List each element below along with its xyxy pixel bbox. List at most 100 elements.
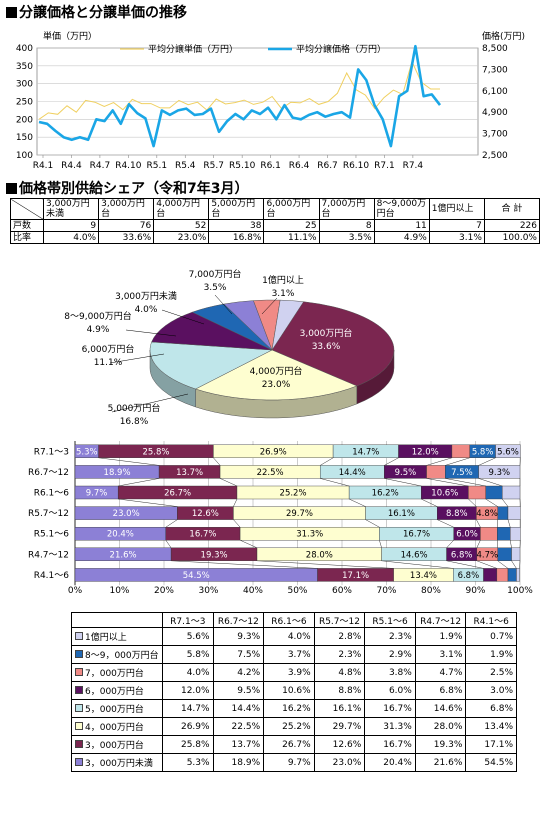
section-title-trend: 分譲価格と分譲単価の推移: [6, 2, 187, 22]
table-cell: 6.8%: [414, 681, 467, 700]
table-row: 3，000万円未満 5.3% 18.9% 9.7% 23.0% 20.4% 21.6% 54.…: [71, 753, 517, 772]
table-cell: 26.9%: [162, 717, 214, 736]
x-tick-label: R5.7: [203, 161, 224, 171]
bar-segment: [507, 506, 521, 520]
bar-segment: [507, 568, 517, 582]
bar-segment: [497, 506, 509, 520]
x-tick-label: R5.1: [147, 161, 168, 171]
bar-value-label: 18.9%: [104, 468, 131, 478]
series-connector-line: [445, 457, 470, 466]
series-connector-line: [384, 457, 399, 466]
table-cell: 31.3%: [364, 717, 416, 736]
price-series-line: [38, 44, 442, 148]
table-row-label: 8～9，000万円台: [71, 645, 163, 664]
table-cell: 5.3%: [162, 753, 214, 772]
table-row-label: 3，000万円未満: [71, 753, 163, 772]
pie-slice: [271, 301, 395, 387]
bar-value-label: 12.6%: [192, 509, 219, 519]
pie-slice-label: 8～9,000万円台: [64, 310, 132, 322]
bar-segment: [485, 485, 503, 500]
table-cell: 21.6%: [414, 753, 467, 772]
pie-slice-value: 16.8%: [120, 417, 149, 427]
x-tick-label: R7.4: [403, 161, 424, 171]
series-connector-line: [384, 478, 422, 487]
y-tick-label: 150: [16, 133, 33, 143]
series-connector-line: [239, 539, 258, 549]
series-connector-line: [233, 498, 238, 507]
table-cell: 6.8%: [465, 699, 517, 718]
legend-label-price: 平均分譲価格（万円）: [296, 43, 386, 55]
table-row-label: 比率: [10, 231, 44, 244]
bar-segment: [480, 526, 498, 541]
bar-value-label: 22.5%: [257, 468, 284, 478]
bar-category-label: R5.1～6: [34, 530, 70, 540]
legend-label-unit-price: 平均分譲単価（万円）: [148, 43, 238, 55]
table-column-header: 3,000万円台: [98, 198, 155, 220]
x-tick-label: 50%: [287, 586, 307, 596]
x-tick-label: 90%: [465, 586, 485, 596]
x-tick-label: 30%: [198, 586, 218, 596]
table-cell: 5.6%: [162, 627, 214, 646]
table-cell: 12.6%: [313, 735, 366, 754]
bar-segment: [510, 526, 521, 541]
bar-category-label: R6.1～6: [34, 489, 70, 499]
x-tick-label: 60%: [332, 586, 352, 596]
series-connector-line: [213, 457, 221, 466]
table-row: 戸数 9 76 52 38 25 8 11 7 226: [10, 219, 541, 232]
table-cell: 13.7%: [212, 735, 265, 754]
bar-category-label: R5.7～12: [28, 509, 69, 519]
legend-swatch: [75, 740, 83, 748]
table-cell: 11.1%: [263, 231, 320, 244]
table-row: 8～9，000万円台 5.8% 7.5% 3.7% 2.3% 2.9% 3.1% 1.9%: [71, 645, 517, 664]
legend-swatch: [75, 722, 83, 730]
table-row: 3，000万円台 25.8% 13.7% 26.7% 12.6% 16.7% 19.3% 17…: [71, 735, 517, 754]
table-cell: 23.0%: [153, 231, 210, 244]
series-connector-line: [349, 498, 366, 507]
bar-value-label: 16.2%: [372, 489, 399, 499]
x-tick-label: 80%: [421, 586, 441, 596]
bar-value-label: 4.8%: [476, 509, 498, 519]
table-cell: 3.5%: [318, 231, 375, 244]
table-cell: 16.8%: [208, 231, 265, 244]
table-row: 6，000万円台 12.0% 9.5% 10.6% 8.8% 6.0% 6.8% 3.0%: [71, 681, 517, 700]
pie-slice: [271, 299, 305, 351]
table-column-header: 5,000万円台: [208, 198, 265, 220]
table-cell: 3.9%: [263, 663, 315, 682]
legend-label: 7，000万円台: [85, 669, 144, 679]
table-cell: 13.4%: [465, 717, 517, 736]
series-connector-line: [509, 540, 512, 548]
pie-slice-value: 4.9%: [87, 325, 110, 335]
bar-segment: [451, 444, 470, 459]
table-cell: 52: [153, 219, 210, 232]
table-cell: 1.9%: [465, 645, 517, 664]
pie-leader-line: [125, 329, 177, 337]
legend-label: 3，000万円台: [85, 741, 144, 751]
bar-segment: [502, 485, 521, 500]
price-band-percentage-table: R7.1～3 R6.7～12 R6.1～6 R5.7～12 R5.1～6 R4.7～12 R…: [71, 612, 517, 772]
table-cell: 28.0%: [414, 717, 467, 736]
bar-value-label: 5.6%: [497, 447, 519, 457]
bar-category-label: R4.7～12: [28, 550, 69, 560]
table-cell: 9: [42, 219, 100, 232]
series-connector-line: [485, 498, 498, 507]
table-cell: 18.9%: [212, 753, 265, 772]
table-row: 5，000万円台 14.7% 14.4% 16.2% 16.1% 16.7% 14.6% 6.…: [71, 699, 517, 718]
series-connector-line: [421, 498, 438, 507]
table-cell: 4.8%: [313, 663, 366, 682]
bar-value-label: 9.5%: [395, 468, 417, 478]
series-connector-line: [502, 498, 509, 507]
pie-leader-line: [111, 393, 189, 413]
x-tick-label: R6.7: [317, 161, 338, 171]
table-cell: 3.1%: [428, 231, 485, 244]
table-column-header: 4,000万円台: [153, 198, 210, 220]
bar-value-label: 23.0%: [113, 509, 140, 519]
table-cell: 226: [483, 219, 541, 232]
table-cell: 33.6%: [98, 231, 155, 244]
bar-value-label: 14.7%: [352, 447, 379, 457]
x-tick-label: R5.4: [175, 161, 196, 171]
y-tick-label: 300: [16, 80, 33, 90]
pie-slice: [149, 341, 273, 390]
table-cell: 3.0%: [465, 681, 517, 700]
bar-segment: [495, 444, 521, 459]
x-tick-label: R4.4: [61, 161, 82, 171]
